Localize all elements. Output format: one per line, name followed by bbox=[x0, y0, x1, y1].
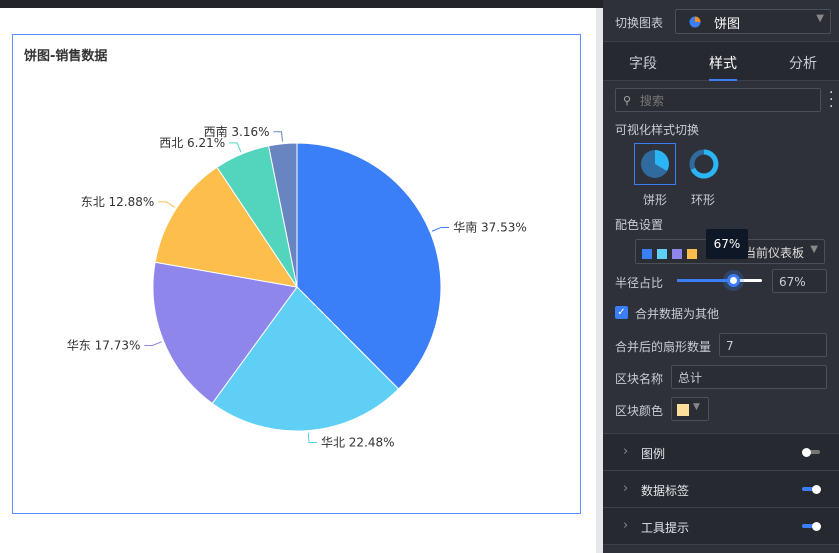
color-setting-label: 配色设置 bbox=[615, 218, 664, 232]
chevron-right-icon: › bbox=[623, 444, 629, 459]
style-option-ring[interactable] bbox=[683, 143, 725, 185]
tab-analysis[interactable]: 分析 bbox=[789, 56, 817, 72]
chevron-down-icon: ▼ bbox=[693, 402, 700, 412]
palette-swatch bbox=[672, 248, 682, 259]
label-line-5 bbox=[273, 131, 284, 142]
pie-slice-3[interactable] bbox=[154, 166, 299, 288]
data-label-0: 华南 37.53% bbox=[453, 219, 527, 234]
merge-count-input[interactable]: 7 bbox=[719, 333, 827, 357]
chart-type-select[interactable]: 饼图 ▼ bbox=[675, 9, 831, 34]
block-color-swatch bbox=[677, 404, 689, 416]
data-label-2: 华东 17.73% bbox=[67, 339, 141, 353]
panel-tabs: 字段 样式 分析 bbox=[603, 41, 839, 81]
radius-slider-fill bbox=[677, 279, 734, 282]
chart-title: 饼图-销售数据 bbox=[24, 49, 108, 64]
pie-slice-0[interactable] bbox=[296, 142, 442, 390]
chevron-right-icon: › bbox=[623, 481, 629, 496]
canvas-scrollbar[interactable] bbox=[596, 8, 603, 553]
search-input[interactable]: ⚲ 搜索 bbox=[615, 88, 821, 112]
pie-slice-2[interactable] bbox=[152, 261, 298, 405]
block-name-label: 区块名称 bbox=[615, 372, 664, 386]
data-label-5: 西南 3.16% bbox=[204, 124, 270, 139]
section-legend[interactable]: › 图例 bbox=[603, 433, 839, 470]
label-line-1 bbox=[307, 432, 317, 444]
chart-card[interactable]: 饼图-销售数据 华南 37.53% 华北 22.48% 华东 17.73% 东北 12… bbox=[12, 34, 581, 514]
block-color-label: 区块颜色 bbox=[615, 404, 664, 418]
merge-checkbox[interactable]: ✓ bbox=[615, 306, 628, 319]
block-name-input[interactable]: 总计 bbox=[671, 365, 827, 389]
label-line-2 bbox=[144, 341, 162, 347]
radius-input[interactable]: 67% bbox=[772, 269, 827, 293]
chart-type-value: 饼图 bbox=[714, 17, 741, 32]
merge-label: 合并数据为其他 bbox=[635, 307, 720, 321]
radius-slider-handle[interactable] bbox=[727, 274, 741, 287]
pie-slice-5[interactable] bbox=[268, 142, 298, 288]
active-tab-indicator bbox=[709, 79, 737, 81]
top-bar bbox=[0, 0, 603, 8]
style-switch-label: 可视化样式切换 bbox=[615, 123, 700, 137]
style-option-ring-label: 环形 bbox=[691, 193, 716, 207]
section-tooltip[interactable]: › 工具提示 bbox=[603, 507, 839, 545]
palette-select[interactable]: 当前仪表板 ▼ bbox=[635, 239, 825, 264]
palette-swatch bbox=[642, 248, 652, 259]
chevron-down-icon: ▼ bbox=[810, 244, 818, 255]
data-labels-toggle[interactable] bbox=[802, 484, 821, 494]
label-line-0 bbox=[431, 226, 450, 232]
palette-swatch bbox=[657, 248, 667, 259]
palette-swatch bbox=[687, 248, 697, 259]
tooltip-toggle[interactable] bbox=[802, 521, 821, 531]
search-icon: ⚲ bbox=[623, 94, 632, 107]
chevron-down-icon: ▼ bbox=[816, 13, 824, 24]
radius-label: 半径占比 bbox=[615, 276, 664, 290]
section-label: 工具提示 bbox=[641, 521, 690, 535]
switch-chart-label: 切换图表 bbox=[615, 16, 664, 30]
block-color-picker[interactable]: ▼ bbox=[671, 397, 709, 421]
pie-chart: 华南 37.53% 华北 22.48% 华东 17.73% 东北 12.88% 西北 6… bbox=[67, 124, 527, 450]
label-line-4 bbox=[229, 142, 242, 153]
style-option-pie-label: 饼形 bbox=[643, 193, 668, 207]
pie-slice-1[interactable] bbox=[211, 286, 400, 432]
data-label-1: 华北 22.48% bbox=[321, 436, 395, 450]
merge-count-label: 合并后的扇形数量 bbox=[615, 340, 712, 354]
palette-swatches bbox=[642, 246, 702, 260]
section-data-labels[interactable]: › 数据标签 bbox=[603, 470, 839, 507]
pie-chart-icon bbox=[689, 16, 701, 28]
section-label: 数据标签 bbox=[641, 484, 690, 498]
section-label: 图例 bbox=[641, 447, 666, 461]
tab-fields[interactable]: 字段 bbox=[629, 56, 657, 72]
chevron-right-icon: › bbox=[623, 518, 629, 533]
data-label-4: 西北 6.21% bbox=[159, 136, 225, 150]
legend-toggle[interactable] bbox=[802, 447, 820, 457]
settings-panel: 切换图表 饼图 ▼ 字段 样式 分析 ⚲ 搜索 · · · 可视化样式切换 饼形 环… bbox=[603, 0, 839, 553]
radius-slider[interactable] bbox=[677, 274, 762, 287]
label-line-3 bbox=[158, 201, 175, 208]
tab-style[interactable]: 样式 bbox=[709, 56, 737, 72]
data-label-3: 东北 12.88% bbox=[81, 195, 155, 209]
pie-style-icon bbox=[641, 150, 669, 178]
more-icon[interactable]: · · · bbox=[829, 85, 834, 115]
slider-tooltip: 67% bbox=[706, 229, 748, 259]
search-placeholder: 搜索 bbox=[640, 94, 665, 108]
style-option-pie[interactable] bbox=[634, 143, 676, 185]
palette-name: 当前仪表板 bbox=[744, 246, 805, 260]
